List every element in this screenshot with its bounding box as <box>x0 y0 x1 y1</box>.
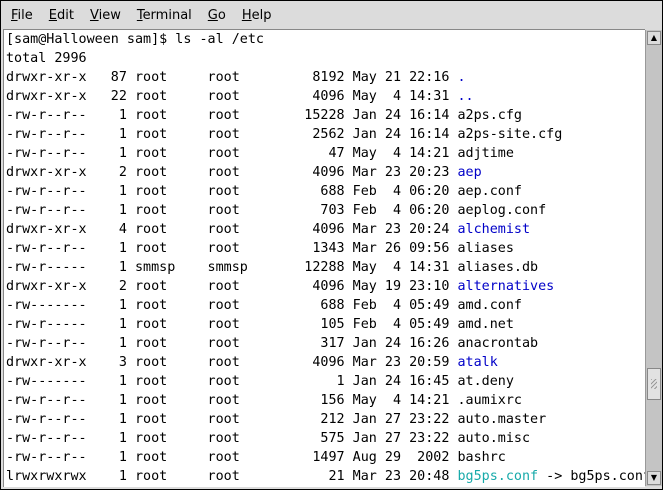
link-arrow: -> <box>538 469 571 484</box>
file-name: auto.misc <box>457 431 531 446</box>
listing-row: -rw-r--r-- 1 root root 688 Feb 4 06:20 a… <box>6 182 645 201</box>
file-info: -rw-r----- 1 root root 105 Feb 4 05:49 <box>6 317 458 332</box>
file-name: amd.conf <box>457 298 522 313</box>
menu-terminal[interactable]: Terminal <box>136 7 192 23</box>
file-name: a2ps.cfg <box>457 108 522 123</box>
listing-row: lrwxrwxrwx 1 root root 21 Mar 23 20:48 b… <box>6 467 645 486</box>
listing-row: -rw-r----- 1 smmsp smmsp 12288 May 4 14:… <box>6 258 645 277</box>
file-name: at.deny <box>457 374 514 389</box>
prompt-line: [sam@Halloween sam]$ ls -al /etc <box>6 32 264 47</box>
listing-row: -rw-r--r-- 1 root root 212 Jan 27 23:22 … <box>6 410 645 429</box>
listing-row: drwxr-xr-x 4 root root 4096 Mar 23 20:24… <box>6 220 645 239</box>
file-info: -rw------- 1 root root 1 Jan 24 16:45 <box>6 374 458 389</box>
file-name: atalk <box>457 355 498 370</box>
file-info: -rw-r--r-- 1 root root 2562 Jan 24 16:14 <box>6 127 458 142</box>
file-info: -rw------- 1 root root 688 Feb 4 05:49 <box>6 298 458 313</box>
listing-row: drwxr-xr-x 2 root root 4096 Mar 23 20:23… <box>6 163 645 182</box>
file-info: -rw-r--r-- 1 root root 156 May 4 14:21 <box>6 393 458 408</box>
file-info: -rw-r--r-- 1 root root 15228 Jan 24 16:1… <box>6 108 458 123</box>
listing-row: -rw-r--r-- 1 root root 575 Jan 27 23:22 … <box>6 429 645 448</box>
arrow-down-icon[interactable]: ▼ <box>647 471 661 485</box>
file-info: -rw-r--r-- 1 root root 575 Jan 27 23:22 <box>6 431 458 446</box>
file-name: bashrc <box>457 450 506 465</box>
file-name: aep <box>457 165 482 180</box>
listing-row: -rw-r--r-- 1 root root 1497 Aug 29 2002 … <box>6 448 645 467</box>
listing-row: -rw------- 1 root root 1 Jan 24 16:45 at… <box>6 372 645 391</box>
file-info: drwxr-xr-x 22 root root 4096 May 4 14:31 <box>6 89 458 104</box>
file-name: aliases <box>457 241 514 256</box>
file-name: bg5ps.conf <box>457 469 539 484</box>
total-line: total 2996 <box>6 51 87 66</box>
file-info: lrwxrwxrwx 1 root root 21 Mar 23 20:48 <box>6 469 458 484</box>
file-info: -rw-r--r-- 1 root root 212 Jan 27 23:22 <box>6 412 458 427</box>
listing-row: -rw------- 1 root root 688 Feb 4 05:49 a… <box>6 296 645 315</box>
file-name: aeplog.conf <box>457 203 547 218</box>
file-info: -rw-r--r-- 1 root root 317 Jan 24 16:26 <box>6 336 458 351</box>
file-name: .. <box>457 89 474 104</box>
arrow-up-icon[interactable]: ▲ <box>647 31 661 45</box>
listing-row: -rw-r--r-- 1 root root 1343 Mar 26 09:56… <box>6 239 645 258</box>
file-info: -rw-r--r-- 1 root root 1497 Aug 29 2002 <box>6 450 458 465</box>
file-name: a2ps-site.cfg <box>457 127 563 142</box>
vertical-scrollbar[interactable]: ▲ ▼ <box>645 30 662 486</box>
file-info: -rw-r--r-- 1 root root 688 Feb 4 06:20 <box>6 184 458 199</box>
file-name: anacrontab <box>457 336 539 351</box>
menu-help[interactable]: Help <box>241 7 272 23</box>
menu-go[interactable]: Go <box>207 7 226 23</box>
listing-row: -rw-r--r-- 1 root root 317 Jan 24 16:26 … <box>6 334 645 353</box>
listing-row: drwxr-xr-x 3 root root 4096 Mar 23 20:59… <box>6 353 645 372</box>
listing-row: drwxr-xr-x 22 root root 4096 May 4 14:31… <box>6 87 645 106</box>
file-info: -rw-r--r-- 1 root root 1343 Mar 26 09:56 <box>6 241 458 256</box>
file-info: drwxr-xr-x 2 root root 4096 Mar 23 20:23 <box>6 165 458 180</box>
file-info: -rw-r----- 1 smmsp smmsp 12288 May 4 14:… <box>6 260 458 275</box>
listing-row: drwxr-xr-x 2 root root 4096 May 19 23:10… <box>6 277 645 296</box>
file-name: aep.conf <box>457 184 522 199</box>
listing-row: drwxr-xr-x 87 root root 8192 May 21 22:1… <box>6 68 645 87</box>
listing-row: -rw-r--r-- 1 root root 703 Feb 4 06:20 a… <box>6 201 645 220</box>
listing-row: -rw-r--r-- 1 root root 15228 Jan 24 16:1… <box>6 106 645 125</box>
listing-row: -rw-r--r-- 1 root root 2562 Jan 24 16:14… <box>6 125 645 144</box>
file-name: alternatives <box>457 279 555 294</box>
menu-bar: File Edit View Terminal Go Help <box>1 1 662 29</box>
menu-edit[interactable]: Edit <box>48 7 74 23</box>
file-info: -rw-r--r-- 1 root root 47 May 4 14:21 <box>6 146 458 161</box>
listing-row: -rw-r--r-- 1 root root 156 May 4 14:21 .… <box>6 391 645 410</box>
file-info: drwxr-xr-x 4 root root 4096 Mar 23 20:24 <box>6 222 458 237</box>
file-name: aliases.db <box>457 260 539 275</box>
terminal-output[interactable]: [sam@Halloween sam]$ ls -al /etc total 29… <box>3 29 645 487</box>
menu-view[interactable]: View <box>89 7 121 23</box>
file-info: -rw-r--r-- 1 root root 703 Feb 4 06:20 <box>6 203 458 218</box>
link-target: bg5ps.conf <box>570 469 645 484</box>
file-name: amd.net <box>457 317 514 332</box>
menu-file[interactable]: File <box>11 7 33 23</box>
scrollbar-thumb[interactable] <box>647 368 661 400</box>
file-name: auto.master <box>457 412 547 427</box>
file-info: drwxr-xr-x 87 root root 8192 May 21 22:1… <box>6 70 458 85</box>
file-info: drwxr-xr-x 2 root root 4096 May 19 23:10 <box>6 279 458 294</box>
file-name: . <box>457 70 466 85</box>
file-name: .aumixrc <box>457 393 522 408</box>
file-name: alchemist <box>457 222 531 237</box>
listing-row: -rw-r----- 1 root root 105 Feb 4 05:49 a… <box>6 315 645 334</box>
file-info: drwxr-xr-x 3 root root 4096 Mar 23 20:59 <box>6 355 458 370</box>
listing-row: -rw-r--r-- 1 root root 47 May 4 14:21 ad… <box>6 144 645 163</box>
file-name: adjtime <box>457 146 514 161</box>
